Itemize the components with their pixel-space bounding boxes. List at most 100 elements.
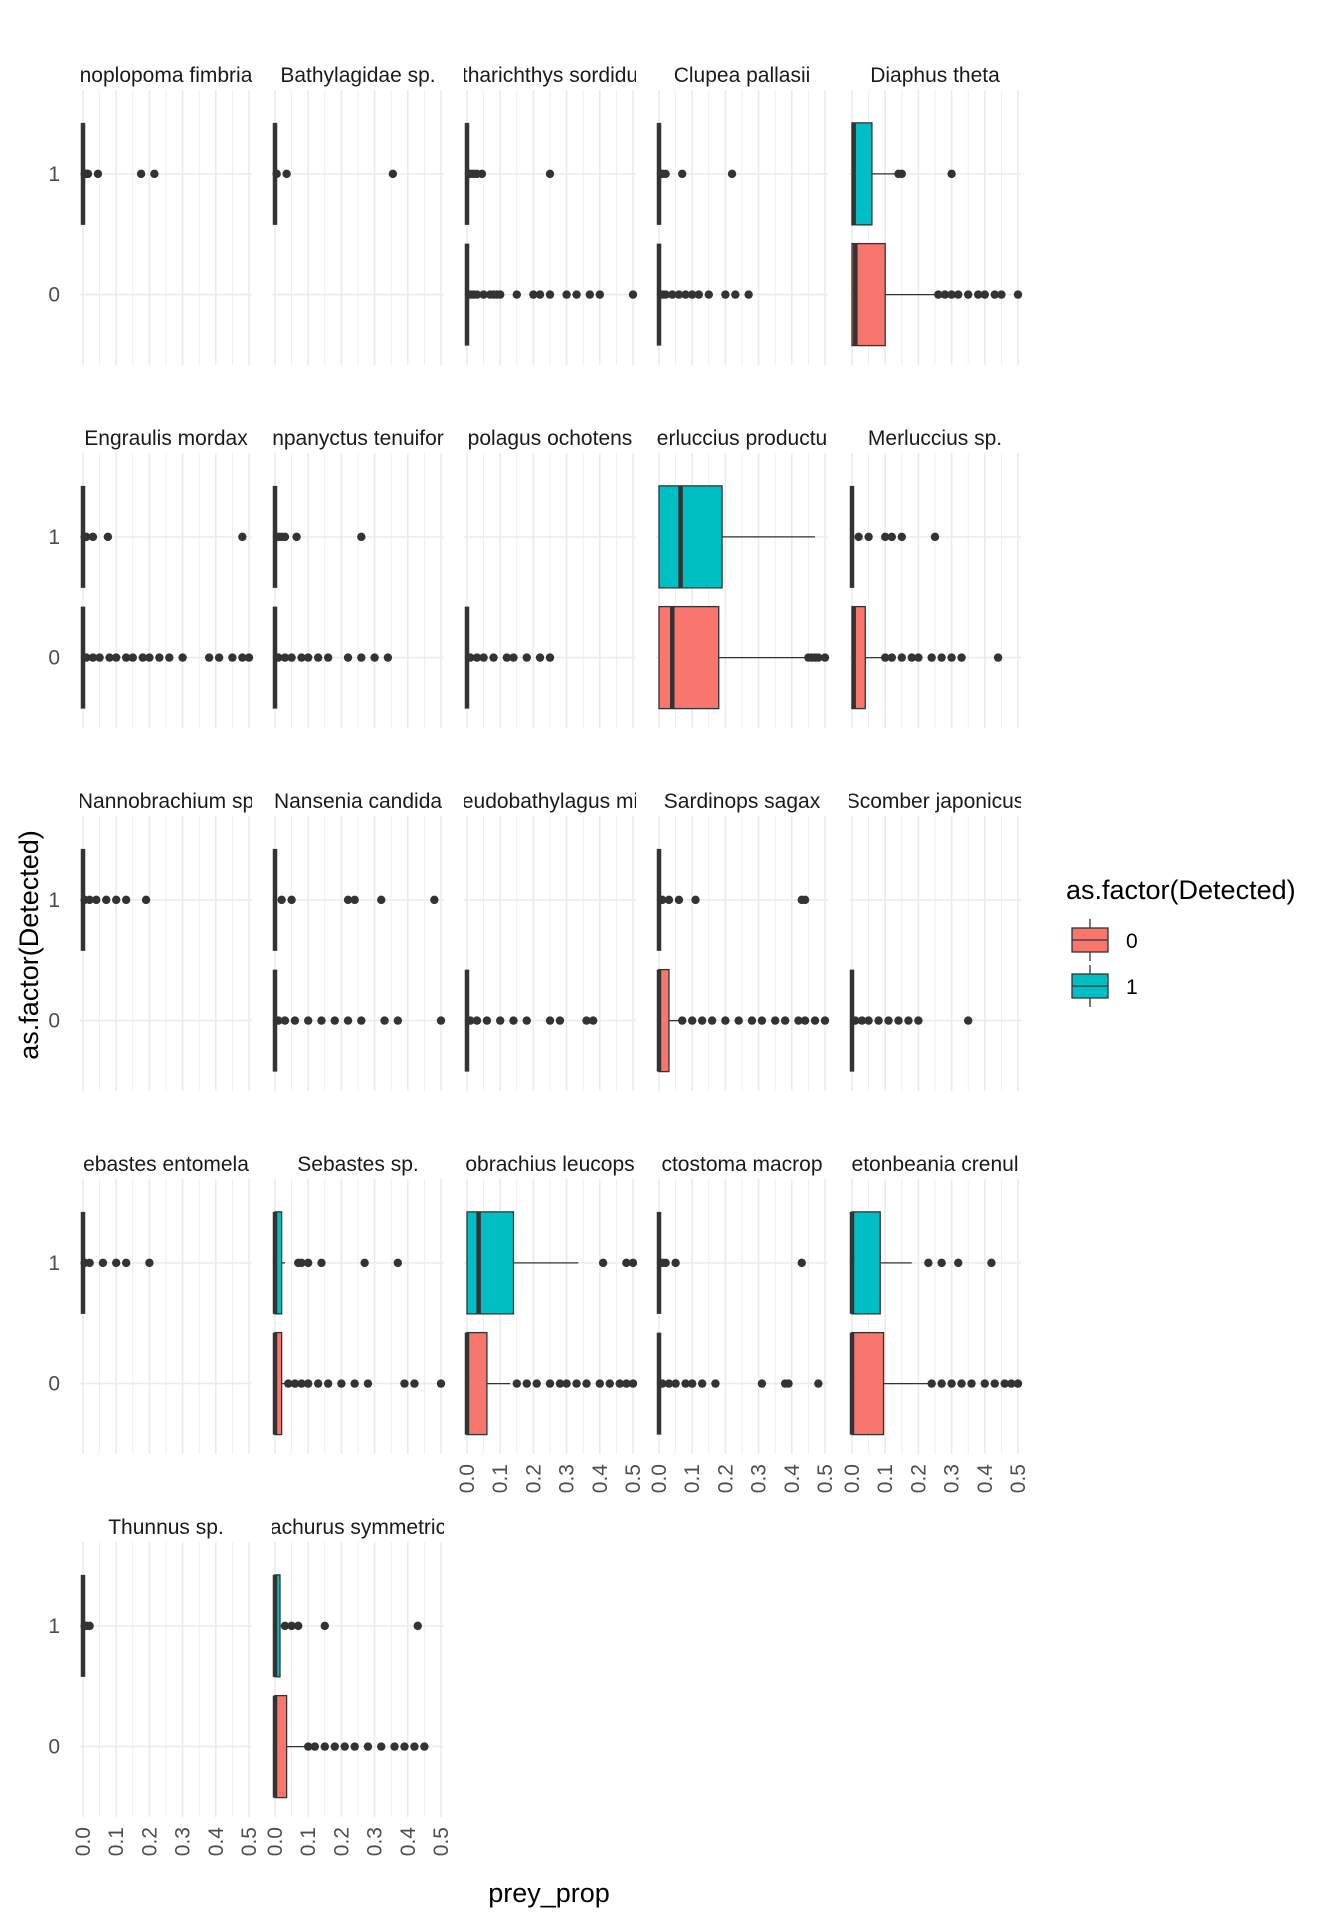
panel-grid: [849, 453, 1021, 728]
outlier-point: [688, 1016, 697, 1025]
outlier-point: [350, 1742, 359, 1751]
outlier-point: [370, 653, 379, 662]
outlier-point: [228, 653, 237, 662]
legend-item-label: 0: [1126, 930, 1138, 953]
outlier-point: [688, 1379, 697, 1388]
outlier-point: [887, 653, 897, 662]
outlier-point: [864, 532, 873, 542]
outlier-point: [814, 653, 823, 662]
legend-item-label: 1: [1126, 976, 1138, 999]
boxplot-0: [272, 1331, 446, 1436]
outlier-point: [940, 290, 950, 299]
x-tick-label: 0.2: [138, 1827, 161, 1856]
outlier-point: [436, 1016, 446, 1025]
boxplot-1: [272, 122, 398, 225]
outlier-point: [85, 1258, 94, 1268]
outlier-point: [529, 290, 538, 299]
x-tick-label: 0.2: [907, 1464, 930, 1493]
outlier-point: [694, 290, 704, 299]
outlier-point: [595, 290, 604, 299]
outlier-point: [864, 1016, 873, 1025]
boxplot-0: [656, 1332, 823, 1435]
outlier-point: [112, 653, 121, 662]
outlier-point: [671, 1379, 680, 1388]
box-1: [658, 485, 723, 589]
outlier-point: [797, 1258, 806, 1268]
outlier-point: [103, 532, 113, 542]
panel-grid: [272, 1542, 444, 1817]
facet-strip-label: polagus ochotens: [468, 427, 633, 450]
outlier-point: [914, 1016, 923, 1025]
boxplot-1: [849, 485, 940, 588]
y-tick-label: 1: [48, 1615, 60, 1638]
outlier-point: [393, 1258, 403, 1268]
outlier-point: [320, 1742, 329, 1751]
outlier-point: [588, 1016, 598, 1025]
panel-grid: [464, 816, 636, 1091]
outlier-point: [585, 290, 595, 299]
outlier-point: [85, 1621, 94, 1631]
outlier-point: [82, 653, 91, 662]
outlier-point: [121, 1258, 131, 1268]
outlier-point: [990, 1379, 999, 1388]
outlier-point: [731, 290, 740, 299]
x-tick-label: 0.4: [205, 1827, 228, 1857]
facet-strip-label: ebastes entomela: [83, 1153, 249, 1176]
outlier-point: [522, 653, 531, 662]
outlier-point: [357, 653, 366, 662]
outlier-point: [214, 653, 224, 662]
outlier-point: [881, 532, 890, 542]
outlier-point: [284, 1379, 293, 1388]
facet-panel: noplopoma fimbria: [80, 64, 252, 365]
outlier-point: [572, 290, 581, 299]
panel-grid: [272, 90, 444, 365]
outlier-point: [794, 1016, 803, 1025]
outlier-point: [661, 169, 670, 179]
outlier-point: [287, 1621, 296, 1631]
facet-panel: Bathylagidae sp.: [272, 64, 444, 365]
outlier-point: [244, 653, 254, 662]
outlier-point: [927, 653, 936, 662]
facet-panel: etonbeania crenul: [849, 1153, 1023, 1454]
x-tick-label: 0.4: [397, 1827, 420, 1857]
boxplot-0: [464, 969, 598, 1072]
outlier-point: [92, 895, 101, 905]
y-tick-label: 1: [48, 163, 60, 186]
outlier-point: [721, 290, 730, 299]
outlier-point: [707, 1016, 717, 1025]
x-tick-label: 0.5: [238, 1827, 261, 1856]
outlier-point: [704, 290, 713, 299]
boxplot-1: [272, 485, 366, 588]
outlier-point: [810, 1016, 820, 1025]
facet-strip-label: Thunnus sp.: [108, 1516, 224, 1539]
x-tick-label: 0.3: [364, 1827, 387, 1856]
outlier-point: [150, 169, 159, 179]
panel-grid: [656, 816, 828, 1091]
outlier-point: [204, 653, 214, 662]
facet-strip-label: npanyctus tenuifor: [272, 427, 444, 450]
outlier-point: [545, 1016, 555, 1025]
outlier-point: [512, 1379, 521, 1388]
outlier-point: [343, 1016, 353, 1025]
outlier-point: [747, 1016, 757, 1025]
boxplot-0: [656, 243, 753, 346]
outlier-point: [664, 1379, 674, 1388]
outlier-point: [377, 1742, 386, 1751]
outlier-point: [380, 1016, 389, 1025]
outlier-point: [313, 1379, 323, 1388]
outlier-point: [95, 653, 104, 662]
facet-panel: Nannobrachium sp: [80, 790, 252, 1091]
outlier-point: [102, 895, 111, 905]
boxplot-1: [80, 1574, 94, 1677]
outlier-point: [851, 1016, 860, 1025]
y-axis-tick-labels: 1 0 1 0 1 0 1 0 1 0: [48, 163, 60, 1759]
outlier-point: [780, 1016, 790, 1025]
y-tick-label: 0: [48, 284, 60, 307]
boxplot-1: [656, 848, 810, 951]
outlier-point: [280, 532, 290, 542]
outlier-point: [274, 653, 283, 662]
facet-panel: obrachius leucops: [464, 1153, 638, 1454]
boxplot-1: [849, 1211, 996, 1315]
outlier-point: [997, 290, 1006, 299]
